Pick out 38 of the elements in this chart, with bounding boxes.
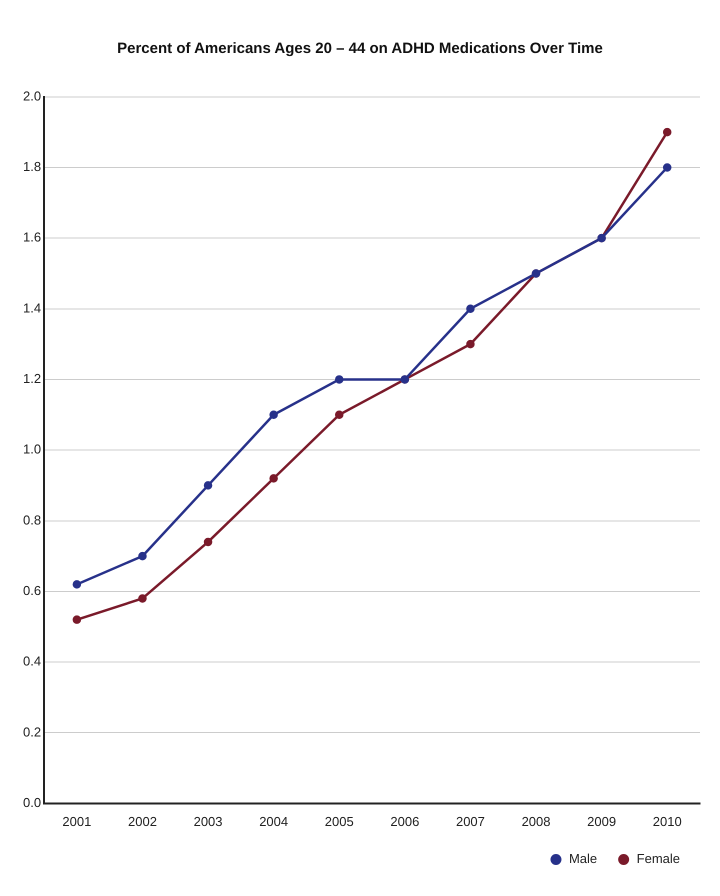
point [269, 474, 278, 483]
chart-title: Percent of Americans Ages 20 – 44 on ADHD Medications Over Time [116, 40, 604, 57]
point [662, 128, 672, 136]
x-tick-label: 2008 [522, 814, 550, 829]
x-tick-label: 2003 [194, 814, 223, 829]
x-tick-label: 2002 [128, 814, 157, 829]
point [662, 163, 672, 172]
x-tick-label: 2005 [324, 814, 354, 829]
legend-label: Female [636, 851, 680, 866]
point [138, 594, 147, 603]
point [72, 615, 82, 624]
x-tick-label: 2001 [62, 814, 92, 829]
x-tick-label: 2004 [259, 814, 288, 829]
point [334, 410, 344, 420]
point [334, 375, 344, 384]
point [269, 410, 278, 420]
x-tick-label: 2010 [652, 814, 682, 829]
y-tick-label: 1.2 [22, 371, 42, 386]
x-tick-label: 2009 [587, 814, 616, 829]
y-tick-label: 0.4 [22, 654, 42, 669]
y-tick-label: 0.2 [22, 724, 42, 740]
legend-label: Male [568, 851, 598, 866]
point [72, 580, 82, 589]
y-tick-label: 1.8 [22, 159, 42, 174]
y-tick-label: 0.0 [22, 794, 42, 810]
point [138, 552, 147, 560]
x-tick-label: 2007 [456, 814, 485, 829]
y-tick-label: 1.0 [22, 442, 42, 457]
y-tick-label: 2.0 [22, 88, 42, 104]
y-tick-label: 0.6 [22, 583, 42, 598]
y-tick-label: 1.6 [22, 230, 42, 245]
point [466, 304, 475, 314]
point [204, 481, 212, 490]
x-tick-label: 2006 [390, 814, 420, 829]
y-tick-label: 1.4 [22, 300, 42, 316]
point [466, 340, 475, 348]
point [204, 538, 212, 546]
y-tick-label: 0.8 [22, 512, 42, 528]
